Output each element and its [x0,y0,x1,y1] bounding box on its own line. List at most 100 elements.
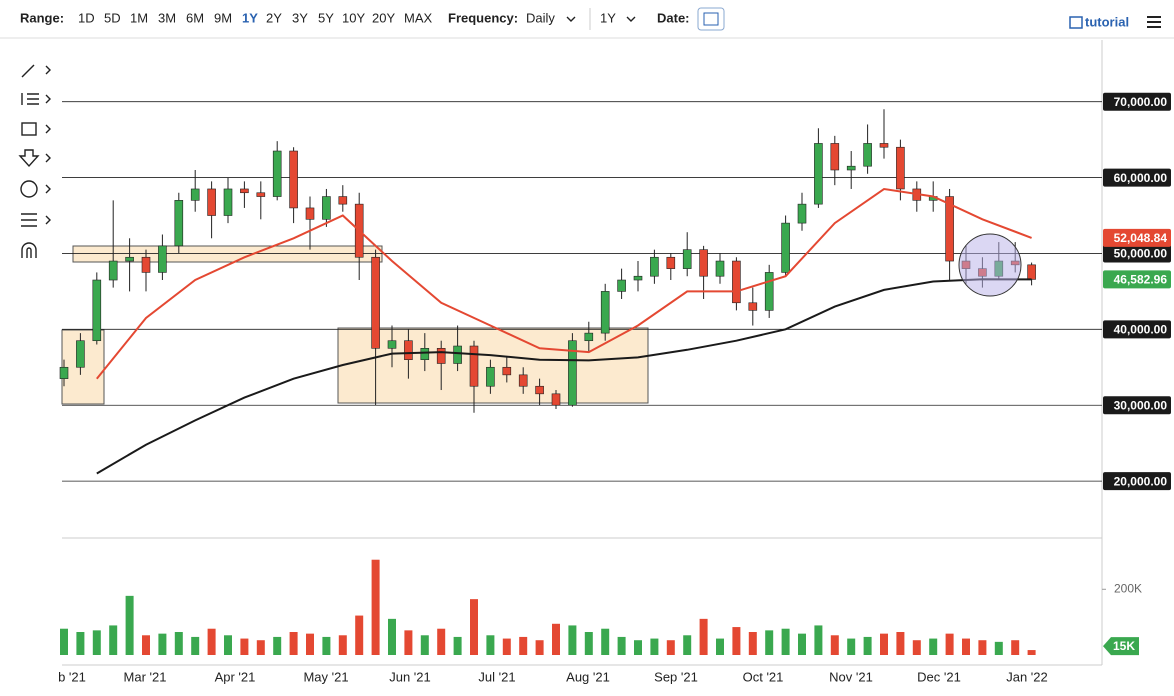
candle-body [896,146,905,190]
candle-body [59,366,69,379]
volume-bar [355,615,364,655]
range-box [337,327,649,404]
y-tick-label: 50,000.00 [1114,247,1168,261]
volume-bar [322,636,331,655]
candle-body [633,275,643,281]
menu-icon[interactable] [1147,16,1161,28]
date-label: Date: [657,10,690,25]
candle-body [846,165,856,171]
range-button[interactable]: 1D [78,10,95,25]
volume-bar [1011,640,1020,655]
volume-bar [716,638,724,655]
magnet-tool[interactable] [21,242,37,258]
candle-body [223,188,233,216]
volume-bar [568,625,577,655]
x-tick-label: Aug '21 [566,669,610,684]
volume-bar [552,623,560,655]
measure-tool[interactable] [21,213,37,227]
range-button[interactable]: 5Y [318,10,334,25]
y-tick-box [1103,92,1171,111]
candle-body [551,393,561,406]
candle-body [272,150,282,197]
candle-body [879,143,889,148]
candle-body [453,345,462,364]
candle-body [650,256,659,277]
volume-bar [224,635,232,655]
candle-body [240,188,249,194]
range-button[interactable]: 10Y [342,10,365,25]
volume-bar [699,618,708,655]
candle-body [469,345,479,387]
volume-bar [60,628,68,655]
volume-bar [1027,650,1036,655]
x-tick-label: Jan '22 [1006,669,1048,684]
volume-bar [880,633,888,655]
volume-bar [814,625,823,655]
range-button[interactable]: 3M [158,10,176,25]
candle-body [830,143,840,171]
volume-bar [420,635,429,655]
fib-tool[interactable] [21,93,39,105]
candle-body [141,256,151,273]
line-tool[interactable] [21,64,35,78]
range-button[interactable]: 5D [104,10,121,25]
volume-tick-label: 200K [1114,581,1142,595]
x-tick-label: b '21 [58,669,86,684]
range-button[interactable]: 6M [186,10,204,25]
candle-body [1027,264,1036,280]
highlight-circle [958,233,1022,297]
y-tick-label: 20,000.00 [1114,474,1168,488]
range-button[interactable]: 1M [130,10,148,25]
y-tick-label: 40,000.00 [1114,323,1168,337]
volume-bar [978,640,987,655]
candle-body [535,385,544,395]
x-tick-label: Apr '21 [215,669,256,684]
candle-body [486,366,495,387]
volume-bar [191,636,200,655]
y-tick-label: 70,000.00 [1114,95,1168,109]
arrow-tool[interactable] [18,149,40,168]
range-button[interactable]: 3Y [292,10,308,25]
volume-bar [634,640,642,655]
range-button[interactable]: 20Y [372,10,395,25]
candle-body [568,340,577,406]
candle-body [92,279,102,342]
rect-tool[interactable] [21,122,37,136]
volume-bar [535,640,544,655]
range-button[interactable]: 9M [214,10,232,25]
volume-bar [765,630,774,655]
y-tick-box [1103,396,1171,415]
volume-bar [437,628,446,655]
price-label-box [1103,270,1171,289]
candle-body [322,196,331,220]
tutorial-link[interactable]: tutorial [1085,14,1129,29]
note-tool[interactable] [20,180,38,198]
range-button[interactable]: MAX [404,10,433,25]
volume-bar [994,641,1003,655]
candle-body [125,256,134,262]
volume-bar [929,638,938,655]
range-button[interactable]: 1Y [242,10,258,25]
candle-body [814,143,823,205]
volume-bar [666,640,675,655]
volume-bar [404,630,413,655]
candle-body [732,260,741,304]
candle-body [387,340,397,349]
candle-body [76,340,85,368]
volume-bar [830,635,839,655]
candle-body [748,302,758,311]
volume-bar [617,636,626,655]
volume-bar [76,632,85,655]
candle-body [338,196,348,205]
candle-body [289,150,298,209]
volume-bar [158,633,167,655]
candle-body [207,188,216,216]
volume-bar [306,633,314,655]
period-select[interactable]: 1Y [600,10,616,25]
range-button[interactable]: 2Y [266,10,282,25]
date-button[interactable] [697,7,725,31]
candle-body [190,188,200,201]
frequency-select[interactable]: Daily [526,10,555,25]
x-tick-label: Oct '21 [743,669,784,684]
